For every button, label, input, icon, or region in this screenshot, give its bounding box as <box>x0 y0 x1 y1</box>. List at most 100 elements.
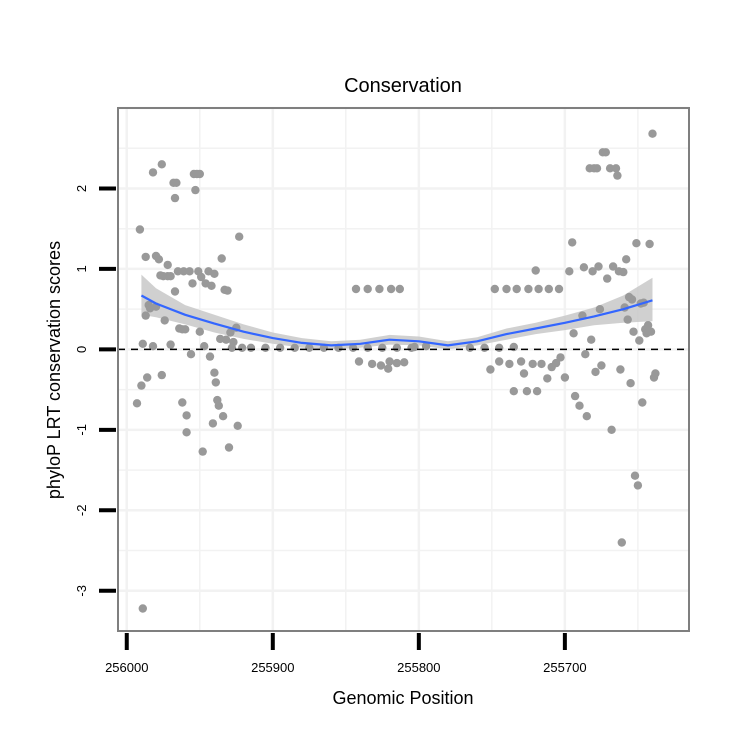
data-point <box>633 481 643 490</box>
data-point <box>582 412 591 421</box>
data-point <box>594 262 603 271</box>
data-point <box>565 267 574 276</box>
data-point <box>465 343 475 352</box>
data-point <box>178 398 187 407</box>
data-point <box>651 369 660 378</box>
data-point <box>556 353 565 362</box>
data-point <box>386 284 396 294</box>
data-point <box>188 279 197 288</box>
data-point <box>363 343 372 352</box>
data-point <box>200 342 209 351</box>
data-point <box>223 286 232 295</box>
data-point <box>581 350 590 359</box>
data-point <box>182 428 191 437</box>
data-point <box>305 343 314 352</box>
data-point <box>480 343 489 352</box>
data-point <box>235 232 244 241</box>
data-point <box>490 284 499 294</box>
data-point <box>495 357 504 366</box>
data-point <box>537 359 546 369</box>
data-point <box>551 358 561 368</box>
data-point <box>512 284 521 294</box>
data-point <box>619 267 628 277</box>
x-axis: 256000 255900 255800 255700 <box>105 633 587 675</box>
data-point <box>135 225 145 234</box>
y-tick-label: -3 <box>74 585 89 597</box>
smooth-trend-line <box>140 294 653 347</box>
data-point <box>170 193 180 203</box>
data-point <box>629 327 638 336</box>
data-point <box>185 267 194 276</box>
data-point <box>587 335 596 344</box>
data-point <box>197 272 206 282</box>
data-point <box>502 284 511 294</box>
data-point <box>392 343 402 352</box>
data-point <box>132 399 142 408</box>
data-point <box>261 343 270 352</box>
data-point <box>627 295 637 304</box>
x-tick-label: 256000 <box>105 660 148 675</box>
data-point <box>608 262 618 271</box>
data-point <box>141 252 150 262</box>
data-point <box>148 342 158 351</box>
data-point <box>646 327 656 336</box>
data-point <box>143 373 152 382</box>
data-point <box>392 358 402 368</box>
data-point <box>218 412 228 421</box>
data-point <box>173 267 183 276</box>
data-point <box>554 284 564 294</box>
data-point <box>208 419 218 428</box>
data-point <box>543 374 552 383</box>
data-point <box>351 284 361 294</box>
data-point <box>509 387 518 396</box>
data-point <box>237 343 247 352</box>
panel-background <box>118 108 689 631</box>
data-point <box>210 368 219 377</box>
data-point <box>575 401 584 410</box>
plot-panel <box>117 106 690 632</box>
data-point <box>211 378 220 387</box>
data-point <box>186 350 196 359</box>
data-point <box>643 321 653 330</box>
data-point <box>630 471 640 480</box>
data-point <box>607 425 616 434</box>
data-point <box>138 339 147 348</box>
data-point <box>224 443 234 452</box>
data-point <box>495 343 504 352</box>
data-point <box>154 255 164 264</box>
data-point <box>544 284 553 294</box>
data-point <box>229 337 238 347</box>
data-point <box>638 398 647 407</box>
data-point <box>182 411 191 420</box>
data-point <box>623 315 632 324</box>
data-point <box>172 178 181 187</box>
y-tick-label: 1 <box>74 265 89 272</box>
data-point <box>601 148 610 157</box>
data-point <box>531 266 540 275</box>
y-axis-title: phyloP LRT conservation scores <box>44 241 64 499</box>
panel-border <box>117 107 690 632</box>
data-point <box>166 340 175 349</box>
data-point <box>597 361 606 370</box>
data-point <box>617 538 626 547</box>
data-point <box>384 364 393 373</box>
data-point <box>210 269 219 278</box>
data-point <box>376 361 386 370</box>
y-tick-label: 2 <box>74 185 89 192</box>
data-point <box>616 365 625 374</box>
data-point <box>217 254 226 263</box>
data-point <box>519 369 529 378</box>
data-point <box>613 171 622 180</box>
data-point <box>560 373 570 382</box>
data-point <box>532 387 542 396</box>
x-tick-label: 255900 <box>251 660 294 675</box>
data-point <box>138 604 147 613</box>
x-tick-label: 255700 <box>543 660 586 675</box>
data-point <box>375 284 384 294</box>
data-point <box>290 343 299 352</box>
y-tick-label: -1 <box>74 424 89 436</box>
data-point <box>522 387 532 396</box>
data-point <box>632 239 641 248</box>
data-point <box>378 343 387 352</box>
data-point <box>170 287 180 296</box>
